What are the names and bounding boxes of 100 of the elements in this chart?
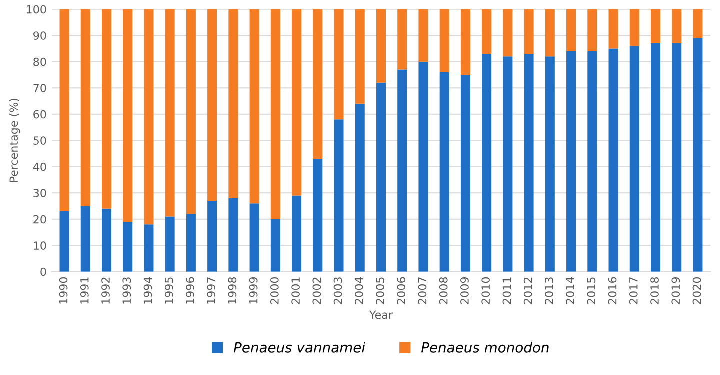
- x-tick-label: 1999: [249, 278, 258, 304]
- bar: [144, 224, 154, 272]
- bar: [418, 62, 428, 272]
- x-tick-label: 1996: [186, 277, 194, 304]
- bar: [630, 9, 640, 46]
- bar: [80, 9, 90, 206]
- bar: [650, 44, 660, 272]
- bar: [588, 9, 598, 52]
- bar: [208, 9, 218, 201]
- y-tick-label: 50: [34, 136, 46, 146]
- bar: [566, 9, 576, 52]
- bar: [292, 196, 302, 272]
- bar: [228, 9, 238, 198]
- bar: [545, 56, 555, 272]
- y-tick-label: 80: [34, 58, 46, 66]
- bar: [292, 9, 302, 196]
- bar: [398, 70, 408, 272]
- bar: [80, 206, 90, 272]
- y-tick-label: 10: [34, 242, 46, 250]
- legend-label: Penaeus monodon: [421, 342, 549, 353]
- bar: [270, 219, 280, 272]
- bar: [334, 120, 344, 272]
- bar: [524, 54, 534, 272]
- x-tick-label: 1994: [144, 277, 152, 304]
- bar: [165, 9, 175, 217]
- bar: [460, 9, 470, 75]
- x-tick-label: 2001: [292, 278, 300, 304]
- x-tick-label: 2003: [334, 278, 342, 304]
- x-tick-label: 2007: [418, 278, 427, 304]
- x-tick-label: 2019: [672, 278, 680, 304]
- x-tick-label: 1992: [102, 278, 110, 304]
- bar: [60, 9, 70, 212]
- bar: [460, 75, 470, 272]
- bar: [630, 46, 640, 272]
- x-tick-label: 2006: [397, 277, 406, 304]
- bar: [228, 198, 238, 272]
- bar: [608, 9, 618, 49]
- x-tick-label: 2004: [354, 277, 364, 304]
- x-tick-label: 1995: [164, 278, 174, 304]
- y-tick-label: 90: [34, 32, 46, 40]
- bar: [418, 9, 428, 62]
- bar: [588, 51, 598, 272]
- bar: [376, 82, 386, 272]
- bar: [398, 9, 408, 70]
- bar: [102, 9, 112, 209]
- bar: [693, 38, 703, 272]
- bar: [672, 44, 682, 272]
- bar: [650, 9, 660, 44]
- bar: [503, 56, 513, 272]
- bar: [250, 9, 260, 204]
- x-tick-label: 2020: [692, 277, 702, 304]
- x-tick-label: 1997: [207, 278, 216, 304]
- x-tick-label: 2000: [270, 277, 279, 304]
- bar: [545, 9, 555, 57]
- bar: [440, 9, 450, 72]
- x-tick-label: 2012: [524, 278, 532, 304]
- bar: [524, 9, 534, 54]
- x-tick-label: 2008: [439, 277, 448, 304]
- y-tick-label: 100: [26, 5, 46, 14]
- x-tick-label: 2016: [608, 277, 617, 304]
- bar: [566, 51, 576, 272]
- x-tick-label: 2005: [376, 278, 384, 304]
- x-tick-label: 2002: [312, 278, 322, 304]
- bar: [186, 9, 196, 214]
- bar: [123, 9, 133, 222]
- x-tick-label: 2018: [650, 277, 659, 304]
- bar: [313, 159, 323, 272]
- bar: [102, 208, 112, 272]
- y-tick-label: 40: [33, 162, 46, 172]
- x-tick-label: 2015: [587, 278, 596, 304]
- x-tick-label: 1990: [59, 277, 68, 304]
- y-tick-label: 60: [34, 110, 46, 119]
- bar: [250, 204, 260, 272]
- x-tick-label: 1991: [80, 278, 89, 304]
- x-tick-label: 2017: [629, 278, 638, 304]
- x-tick-label: 1998: [228, 277, 237, 304]
- x-tick-label: 2011: [502, 278, 512, 304]
- y-axis-title: Percentage (%): [9, 98, 20, 182]
- bar: [482, 54, 492, 272]
- bar: [440, 72, 450, 272]
- x-tick-label: 2013: [544, 278, 554, 304]
- bar: [144, 9, 154, 225]
- bar: [208, 201, 218, 272]
- y-tick-label: 0: [40, 268, 46, 276]
- bar: [186, 214, 196, 272]
- x-tick-label: 2010: [482, 277, 490, 304]
- y-tick-label: 70: [34, 84, 46, 93]
- bar: [355, 9, 365, 104]
- bar: [503, 9, 513, 57]
- legend-label: Penaeus vannamei: [234, 342, 366, 353]
- bar: [270, 9, 280, 220]
- bar: [482, 9, 492, 54]
- x-tick-label: 1993: [122, 278, 132, 304]
- bar: [672, 9, 682, 44]
- bar: [123, 222, 133, 272]
- x-axis-title: Year: [369, 310, 394, 320]
- bar: [608, 48, 618, 272]
- x-tick-label: 2009: [460, 278, 469, 304]
- bar: [334, 9, 344, 120]
- bar: [376, 9, 386, 83]
